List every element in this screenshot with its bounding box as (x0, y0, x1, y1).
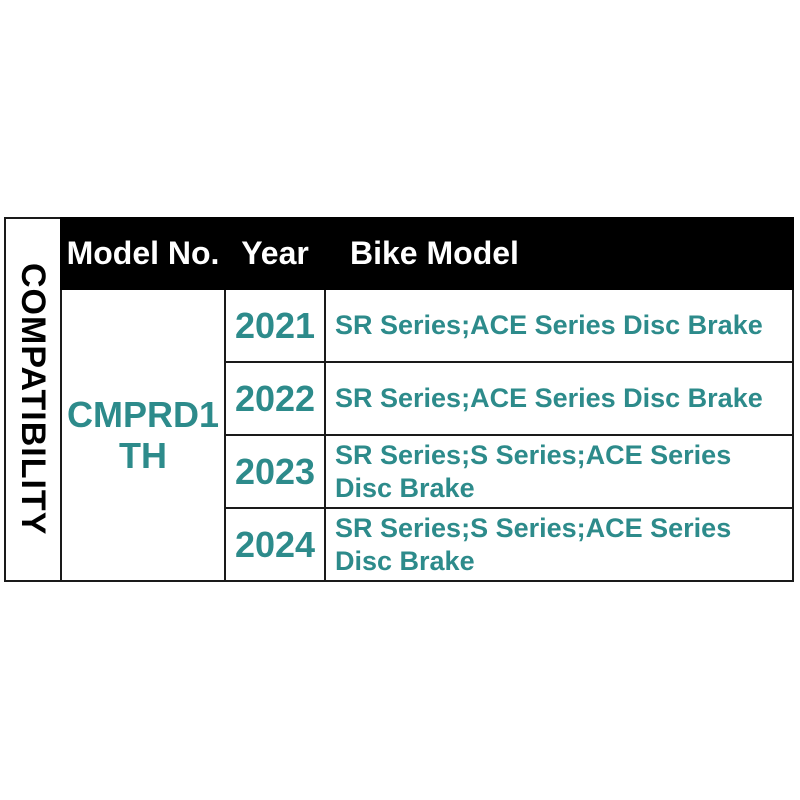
compatibility-sidebar: COMPATIBILITY (4, 217, 62, 582)
header-year: Year (224, 217, 326, 290)
year-cell-2022: 2022 (224, 361, 326, 436)
compatibility-table: Model No. Year Bike Model CMPRD1 TH 2021… (60, 217, 794, 582)
year-cell-2024: 2024 (224, 507, 326, 582)
table-row-2024: 2024 SR Series;S Series;ACE Series Disc … (61, 507, 794, 582)
table-row-2021: CMPRD1 TH 2021 SR Series;ACE Series Disc… (60, 288, 794, 582)
table-row-2023: 2023 SR Series;S Series;ACE Series Disc … (61, 434, 794, 509)
model-no-cell: CMPRD1 TH (60, 288, 226, 582)
year-cell-2021: 2021 (224, 288, 326, 363)
header-bike-model: Bike Model (324, 217, 794, 290)
year-cell-2023: 2023 (224, 434, 326, 509)
bike-model-cell-2022: SR Series;ACE Series Disc Brake (324, 361, 794, 436)
bike-model-cell-2021: SR Series;ACE Series Disc Brake (324, 288, 794, 363)
bike-model-cell-2023: SR Series;S Series;ACE Series Disc Brake (324, 434, 794, 509)
bike-model-cell-2024: SR Series;S Series;ACE Series Disc Brake (324, 507, 794, 582)
compatibility-panel: COMPATIBILITY Model No. Year Bike Model … (4, 217, 794, 582)
compatibility-label: COMPATIBILITY (14, 263, 52, 536)
header-model-no: Model No. (60, 217, 226, 290)
table-row-2022: 2022 SR Series;ACE Series Disc Brake (61, 361, 794, 436)
table-header-row: Model No. Year Bike Model (60, 217, 794, 290)
